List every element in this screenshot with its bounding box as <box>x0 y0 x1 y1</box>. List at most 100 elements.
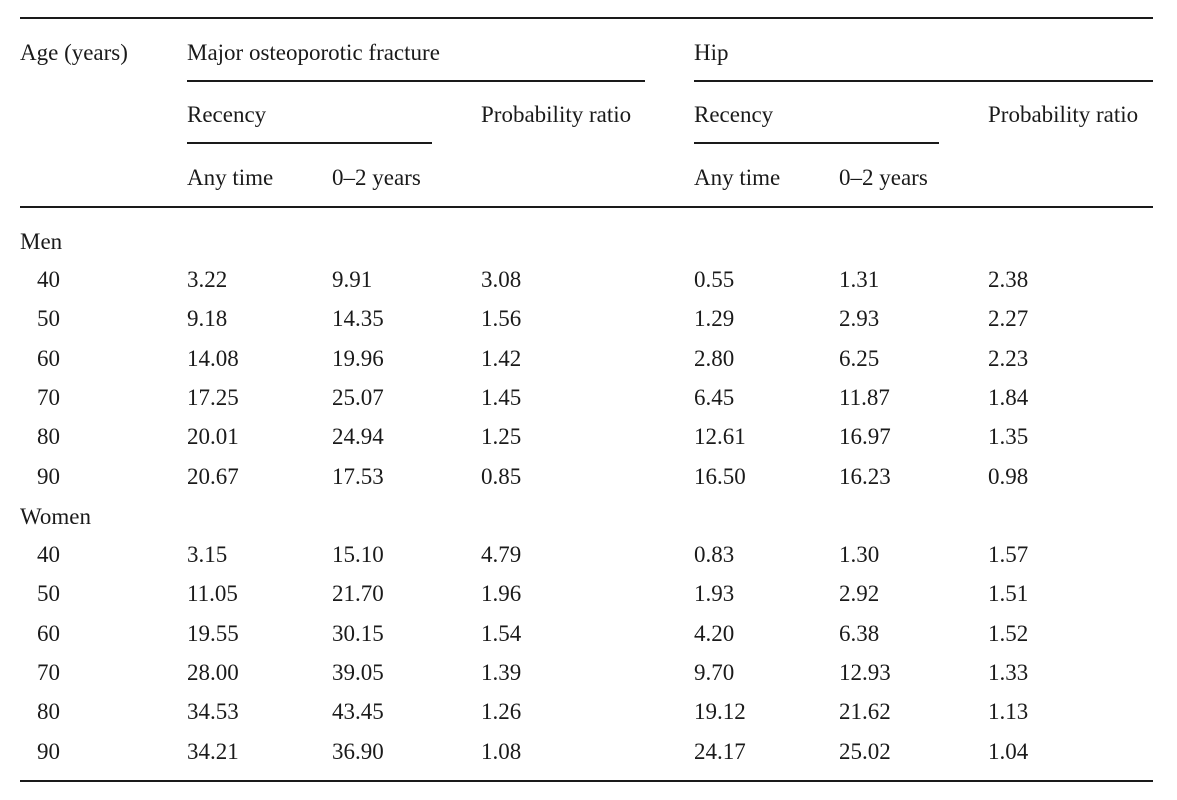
mof-header-rule <box>187 80 645 82</box>
table-cell-mof-probability-ratio: 1.25 <box>481 424 522 449</box>
table-cell-mof-0-2-years: 19.96 <box>332 346 384 371</box>
table-cell-hip-any-time: 2.80 <box>694 346 735 371</box>
table-cell-mof-0-2-years: 17.53 <box>332 464 384 489</box>
table-cell-hip-0-2-years: 6.25 <box>839 346 880 371</box>
table-cell-mof-any-time: 34.53 <box>187 699 239 724</box>
table-cell-mof-probability-ratio: 1.26 <box>481 699 522 724</box>
table-cell-mof-0-2-years: 43.45 <box>332 699 384 724</box>
table-cell-age: 70 <box>37 385 60 410</box>
header-mof-any-time: Any time <box>187 165 274 190</box>
header-age: Age (years) <box>20 40 128 65</box>
table-cell-mof-probability-ratio: 1.39 <box>481 660 522 685</box>
table-cell-hip-probability-ratio: 1.84 <box>988 385 1029 410</box>
table-cell-mof-any-time: 9.18 <box>187 306 228 331</box>
table-cell-age: 40 <box>37 542 60 567</box>
table-cell-hip-0-2-years: 1.30 <box>839 542 880 567</box>
table-cell-hip-probability-ratio: 1.13 <box>988 699 1029 724</box>
table-cell-mof-probability-ratio: 0.85 <box>481 464 522 489</box>
table-cell-age: 80 <box>37 699 60 724</box>
table-cell-hip-any-time: 6.45 <box>694 385 735 410</box>
table-cell-age: 70 <box>37 660 60 685</box>
header-mof-probability-ratio: Probability ratio <box>481 102 632 127</box>
table-cell-mof-any-time: 28.00 <box>187 660 239 685</box>
table-cell-hip-probability-ratio: 2.38 <box>988 267 1029 292</box>
table-cell-hip-any-time: 1.29 <box>694 306 735 331</box>
table-cell-hip-probability-ratio: 1.57 <box>988 542 1029 567</box>
table-cell-age: 50 <box>37 306 60 331</box>
header-hip-any-time: Any time <box>694 165 781 190</box>
table-cell-hip-probability-ratio: 2.23 <box>988 346 1029 371</box>
table-cell-mof-0-2-years: 39.05 <box>332 660 384 685</box>
table-cell-mof-any-time: 11.05 <box>187 581 238 606</box>
table-cell-hip-any-time: 0.55 <box>694 267 735 292</box>
table-cell-hip-probability-ratio: 1.04 <box>988 739 1029 764</box>
table-cell-mof-probability-ratio: 3.08 <box>481 267 522 292</box>
table-cell-hip-probability-ratio: 1.35 <box>988 424 1029 449</box>
table-cell-mof-0-2-years: 30.15 <box>332 621 384 646</box>
table-cell-age: 80 <box>37 424 60 449</box>
table-cell-age: 90 <box>37 464 60 489</box>
table-cell-age: 60 <box>37 346 60 371</box>
table-cell-mof-any-time: 20.67 <box>187 464 239 489</box>
table-cell-mof-any-time: 19.55 <box>187 621 239 646</box>
table-cell-mof-0-2-years: 24.94 <box>332 424 384 449</box>
bottom-rule <box>20 780 1153 782</box>
header-hip-0-2-years: 0–2 years <box>839 165 928 190</box>
table-cell-hip-probability-ratio: 1.33 <box>988 660 1029 685</box>
table-cell-mof-probability-ratio: 4.79 <box>481 542 522 567</box>
table-cell-hip-probability-ratio: 2.27 <box>988 306 1029 331</box>
table-cell-hip-any-time: 4.20 <box>694 621 735 646</box>
header-mof-0-2-years: 0–2 years <box>332 165 421 190</box>
table-cell-hip-0-2-years: 1.31 <box>839 267 880 292</box>
hip-header-rule <box>694 80 1153 82</box>
table-cell-hip-any-time: 9.70 <box>694 660 735 685</box>
table-cell-mof-any-time: 34.21 <box>187 739 239 764</box>
table-cell-mof-probability-ratio: 1.08 <box>481 739 522 764</box>
table-cell-hip-0-2-years: 21.62 <box>839 699 891 724</box>
table-cell-mof-0-2-years: 15.10 <box>332 542 384 567</box>
table-cell-mof-0-2-years: 21.70 <box>332 581 384 606</box>
table-cell-mof-0-2-years: 14.35 <box>332 306 384 331</box>
table-cell-hip-any-time: 1.93 <box>694 581 735 606</box>
mof-recency-rule <box>187 142 432 144</box>
table-cell-hip-probability-ratio: 1.52 <box>988 621 1029 646</box>
table-cell-mof-probability-ratio: 1.42 <box>481 346 522 371</box>
header-hip-recency: Recency <box>694 102 774 127</box>
table-cell-hip-0-2-years: 25.02 <box>839 739 891 764</box>
table-cell-mof-any-time: 3.15 <box>187 542 228 567</box>
table-cell-mof-probability-ratio: 1.56 <box>481 306 522 331</box>
top-rule <box>20 17 1153 19</box>
table-cell-mof-probability-ratio: 1.54 <box>481 621 522 646</box>
header-major-osteoporotic-fracture: Major osteoporotic fracture <box>187 40 440 65</box>
header-mof-recency: Recency <box>187 102 267 127</box>
table-cell-hip-0-2-years: 2.92 <box>839 581 880 606</box>
header-hip-probability-ratio: Probability ratio <box>988 102 1139 127</box>
table-cell-mof-0-2-years: 9.91 <box>332 267 373 292</box>
table-cell-mof-any-time: 17.25 <box>187 385 239 410</box>
table-cell-mof-0-2-years: 36.90 <box>332 739 384 764</box>
table-cell-hip-any-time: 16.50 <box>694 464 746 489</box>
table-cell-hip-any-time: 24.17 <box>694 739 746 764</box>
table-cell-mof-probability-ratio: 1.45 <box>481 385 522 410</box>
table-cell-hip-0-2-years: 11.87 <box>839 385 890 410</box>
header-bottom-rule <box>20 206 1153 208</box>
hip-recency-rule <box>694 142 939 144</box>
table-cell-hip-probability-ratio: 0.98 <box>988 464 1029 489</box>
table-cell-hip-probability-ratio: 1.51 <box>988 581 1029 606</box>
table-cell-hip-any-time: 0.83 <box>694 542 735 567</box>
group-label: Women <box>20 504 91 529</box>
table-cell-mof-0-2-years: 25.07 <box>332 385 384 410</box>
table-cell-mof-any-time: 3.22 <box>187 267 228 292</box>
table-cell-age: 90 <box>37 739 60 764</box>
table-cell-mof-probability-ratio: 1.96 <box>481 581 522 606</box>
table-cell-age: 50 <box>37 581 60 606</box>
table-cell-age: 40 <box>37 267 60 292</box>
table-cell-mof-any-time: 20.01 <box>187 424 239 449</box>
table-cell-hip-0-2-years: 6.38 <box>839 621 880 646</box>
table-cell-hip-0-2-years: 16.97 <box>839 424 891 449</box>
table-cell-age: 60 <box>37 621 60 646</box>
table-cell-hip-0-2-years: 16.23 <box>839 464 891 489</box>
group-label: Men <box>20 229 63 254</box>
table-cell-hip-any-time: 12.61 <box>694 424 746 449</box>
table-cell-hip-any-time: 19.12 <box>694 699 746 724</box>
